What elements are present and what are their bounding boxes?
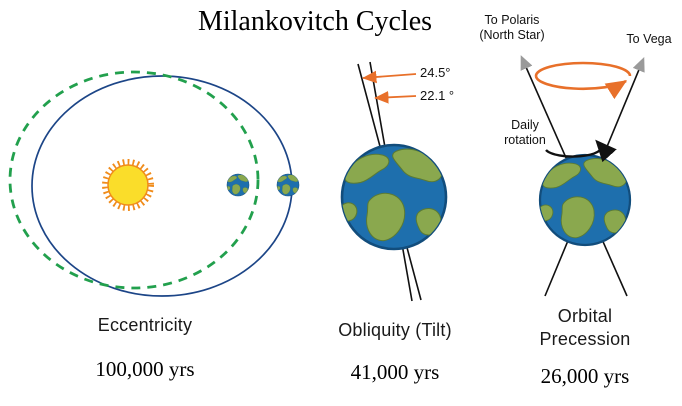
polaris-label-line2: (North Star) bbox=[479, 28, 545, 42]
polaris-label-line1: To Polaris bbox=[484, 13, 540, 27]
orbit-dashed-ellipse bbox=[8, 70, 260, 290]
angle-label-24: 24.5° bbox=[420, 65, 451, 80]
precession-loop-arrow bbox=[534, 61, 632, 100]
earth-obliquity-icon bbox=[340, 145, 446, 249]
daily-rotation-line1: Daily bbox=[511, 118, 539, 132]
precession-period: 26,000 yrs bbox=[540, 364, 630, 388]
eccentricity-panel bbox=[8, 70, 299, 297]
earth-small-near-icon bbox=[227, 174, 249, 196]
angle-label-22: 22.1 ° bbox=[420, 88, 455, 103]
earth-small-far-icon bbox=[277, 174, 299, 196]
daily-rotation-label: Daily rotation bbox=[490, 118, 560, 148]
precession-caption-line1: Orbital bbox=[557, 306, 613, 326]
obliquity-caption: Obliquity (Tilt) bbox=[338, 320, 452, 340]
polaris-label: To Polaris (North Star) bbox=[462, 13, 562, 43]
precession-panel bbox=[520, 55, 645, 297]
diagram-title: Milankovitch Cycles bbox=[197, 6, 433, 37]
eccentricity-caption: Eccentricity bbox=[97, 315, 193, 335]
angle-arrow-22 bbox=[374, 91, 417, 104]
obliquity-panel bbox=[340, 61, 446, 302]
precession-caption-line2: Precession bbox=[539, 329, 631, 349]
daily-rotation-line2: rotation bbox=[504, 133, 546, 147]
angle-arrow-24 bbox=[362, 70, 417, 84]
eccentricity-period: 100,000 yrs bbox=[95, 357, 195, 381]
obliquity-period: 41,000 yrs bbox=[350, 360, 440, 384]
orbit-solid-ellipse bbox=[31, 75, 293, 297]
precession-caption: Orbital Precession bbox=[485, 305, 682, 351]
daily-rotation-arrow bbox=[545, 139, 617, 163]
earth-precession-icon bbox=[538, 155, 630, 245]
sun-icon bbox=[102, 159, 154, 211]
vega-label: To Vega bbox=[626, 32, 672, 46]
